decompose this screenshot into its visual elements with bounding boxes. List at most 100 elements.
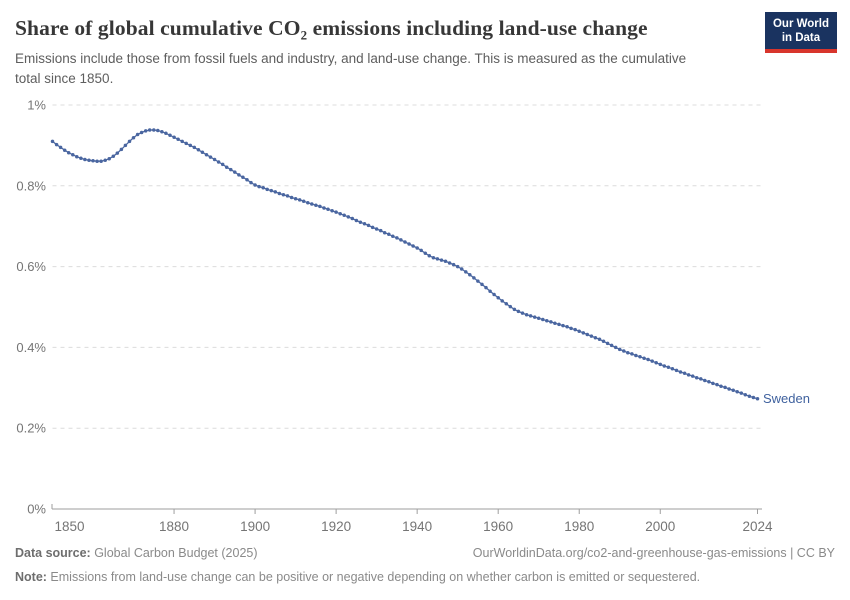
data-point[interactable] (168, 133, 172, 138)
data-point[interactable] (686, 373, 691, 377)
data-point[interactable] (285, 194, 290, 198)
data-point[interactable] (152, 128, 156, 132)
data-point[interactable] (561, 323, 565, 328)
data-point[interactable] (613, 345, 618, 350)
data-point[interactable] (585, 332, 590, 337)
data-point[interactable] (658, 362, 663, 367)
data-point[interactable] (694, 375, 699, 380)
data-point[interactable] (735, 390, 739, 394)
data-point[interactable] (216, 160, 221, 164)
data-point[interactable] (71, 152, 75, 157)
data-point[interactable] (715, 382, 719, 387)
data-point[interactable] (395, 236, 399, 240)
data-point[interactable] (601, 339, 606, 344)
data-point[interactable] (723, 385, 727, 390)
data-point[interactable] (690, 374, 695, 378)
data-point[interactable] (293, 196, 298, 201)
owid-logo[interactable]: Our World in Data (764, 12, 837, 53)
data-point[interactable] (229, 167, 233, 172)
data-point[interactable] (249, 180, 253, 185)
data-point[interactable] (617, 347, 622, 352)
data-point[interactable] (516, 309, 521, 314)
data-point[interactable] (111, 154, 116, 159)
data-point[interactable] (119, 147, 124, 152)
data-point[interactable] (711, 381, 715, 386)
data-point[interactable] (318, 204, 322, 209)
data-point[interactable] (751, 395, 756, 400)
data-point[interactable] (719, 384, 723, 388)
data-point[interactable] (670, 367, 675, 371)
data-point[interactable] (135, 132, 140, 137)
data-point[interactable] (310, 202, 314, 206)
data-point[interactable] (314, 203, 318, 207)
data-point[interactable] (553, 321, 557, 325)
data-point[interactable] (99, 159, 103, 163)
data-point[interactable] (589, 334, 594, 338)
data-point[interactable] (237, 173, 241, 177)
series-sweden-group[interactable]: Sweden (50, 128, 810, 406)
data-point[interactable] (605, 341, 610, 346)
data-point[interactable] (139, 130, 144, 135)
data-point[interactable] (95, 159, 99, 163)
data-point[interactable] (678, 370, 683, 374)
data-point[interactable] (269, 188, 274, 193)
data-point[interactable] (346, 215, 351, 219)
data-point[interactable] (87, 158, 91, 163)
data-point[interactable] (703, 378, 707, 383)
data-point[interactable] (297, 198, 302, 202)
data-point[interactable] (123, 143, 128, 148)
data-point[interactable] (362, 222, 367, 226)
data-point[interactable] (622, 349, 626, 353)
data-point[interactable] (50, 139, 55, 144)
data-point[interactable] (160, 129, 164, 134)
data-point[interactable] (79, 156, 83, 161)
data-point[interactable] (374, 227, 379, 231)
data-point[interactable] (415, 246, 419, 250)
data-point[interactable] (545, 318, 549, 323)
data-point[interactable] (707, 379, 711, 384)
data-point[interactable] (573, 327, 577, 332)
data-point[interactable] (204, 152, 209, 157)
data-point[interactable] (634, 353, 638, 358)
data-point[interactable] (265, 187, 269, 192)
data-point[interactable] (484, 285, 488, 290)
data-point[interactable] (565, 325, 569, 329)
data-point[interactable] (626, 350, 630, 355)
data-point[interactable] (743, 392, 748, 397)
data-point[interactable] (326, 207, 330, 211)
footer-credit-link[interactable]: OurWorldinData.org/co2-and-greenhouse-ga… (472, 546, 835, 560)
data-point[interactable] (350, 216, 355, 221)
data-point[interactable] (654, 361, 658, 365)
data-point[interactable] (472, 276, 476, 280)
data-point[interactable] (192, 145, 197, 150)
data-point[interactable] (176, 137, 180, 142)
data-point[interactable] (532, 315, 537, 319)
data-point[interactable] (196, 148, 201, 152)
data-point[interactable] (382, 230, 387, 235)
data-point[interactable] (75, 154, 79, 159)
data-point[interactable] (354, 218, 359, 223)
data-point[interactable] (338, 211, 342, 216)
data-point[interactable] (536, 316, 541, 321)
data-point[interactable] (257, 184, 261, 189)
data-point[interactable] (447, 261, 452, 265)
data-point[interactable] (164, 131, 168, 136)
data-point[interactable] (334, 210, 338, 214)
data-point[interactable] (322, 206, 326, 210)
data-point[interactable] (569, 326, 573, 331)
data-point[interactable] (188, 143, 193, 148)
data-point[interactable] (727, 387, 731, 391)
data-point[interactable] (739, 391, 744, 395)
data-point[interactable] (399, 238, 403, 242)
data-point[interactable] (597, 337, 602, 342)
data-point[interactable] (557, 322, 561, 327)
data-point[interactable] (115, 151, 120, 155)
data-point[interactable] (500, 299, 504, 303)
data-point[interactable] (642, 356, 646, 361)
data-point[interactable] (609, 343, 614, 348)
data-point[interactable] (699, 377, 703, 381)
data-point[interactable] (731, 388, 735, 392)
data-point[interactable] (638, 354, 642, 359)
data-point[interactable] (301, 199, 306, 203)
data-point[interactable] (581, 331, 586, 335)
